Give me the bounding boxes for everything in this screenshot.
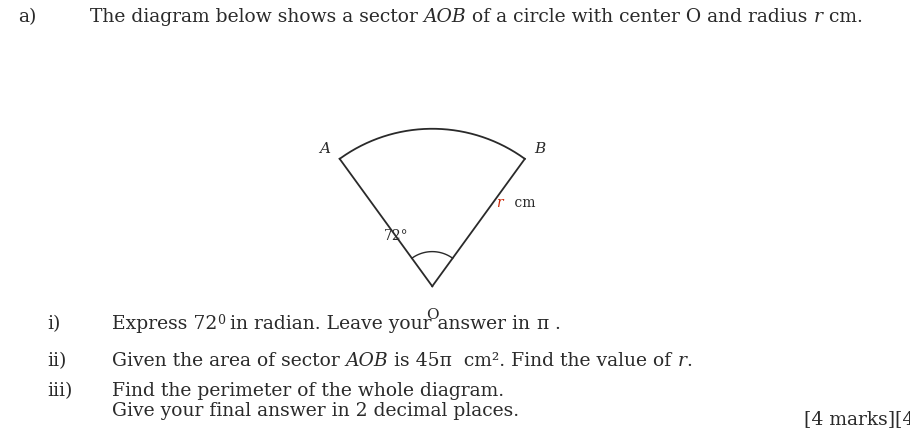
- Text: The diagram below shows a sector: The diagram below shows a sector: [90, 8, 424, 26]
- Text: r: r: [496, 196, 502, 210]
- Text: Give your final answer in 2 decimal places.: Give your final answer in 2 decimal plac…: [112, 402, 519, 420]
- Text: a): a): [18, 8, 36, 26]
- Text: A: A: [319, 141, 330, 156]
- Text: r: r: [678, 352, 686, 370]
- Text: 0: 0: [217, 314, 226, 327]
- Text: cm.: cm.: [823, 8, 863, 26]
- Text: B: B: [534, 141, 545, 156]
- Text: π: π: [536, 315, 549, 333]
- Text: [4 marks]: [4 marks]: [895, 410, 910, 428]
- Text: cm: cm: [510, 196, 535, 210]
- Text: of a circle with center O and radius: of a circle with center O and radius: [467, 8, 814, 26]
- Text: O: O: [426, 308, 439, 322]
- Text: 72°: 72°: [384, 229, 409, 243]
- Text: r: r: [814, 8, 823, 26]
- Text: in radian. Leave your answer in: in radian. Leave your answer in: [225, 315, 536, 333]
- Text: is 45π  cm². Find the value of: is 45π cm². Find the value of: [389, 352, 678, 370]
- Text: iii): iii): [47, 382, 73, 400]
- Text: i): i): [47, 315, 60, 333]
- Text: ii): ii): [47, 352, 66, 370]
- Text: .: .: [686, 352, 693, 370]
- Text: AOB: AOB: [424, 8, 467, 26]
- Text: Express 72: Express 72: [112, 315, 217, 333]
- Text: Given the area of sector: Given the area of sector: [112, 352, 346, 370]
- Text: .: .: [549, 315, 561, 333]
- Text: [4 marks]: [4 marks]: [804, 410, 895, 428]
- Text: Find the perimeter of the whole diagram.: Find the perimeter of the whole diagram.: [112, 382, 504, 400]
- Text: AOB: AOB: [346, 352, 389, 370]
